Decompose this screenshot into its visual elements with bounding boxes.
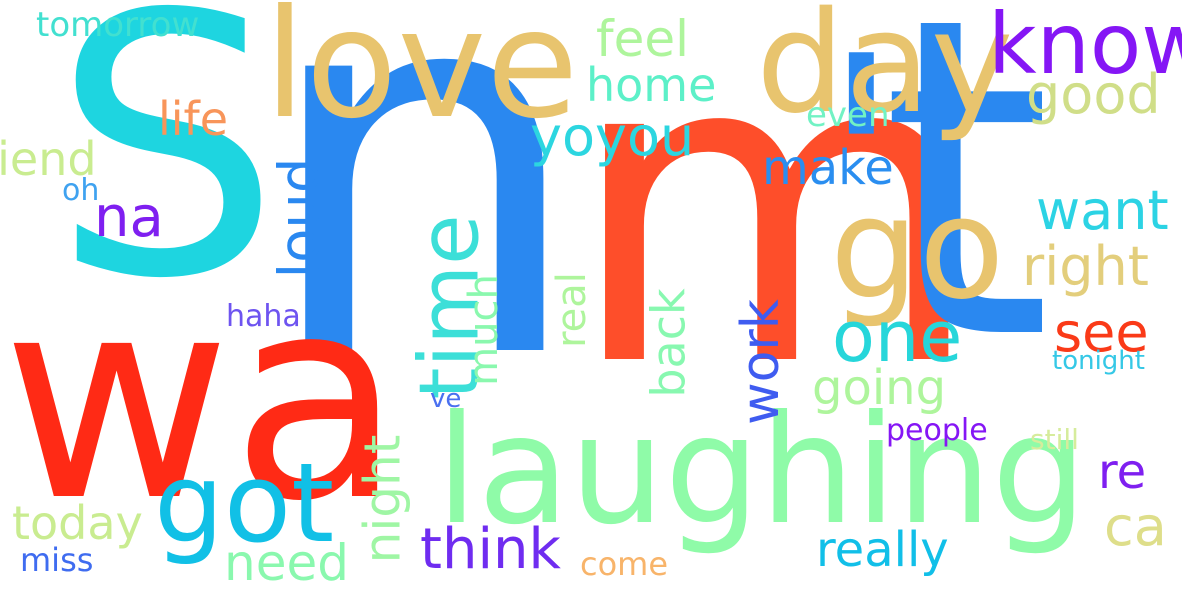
word-got: got — [154, 439, 335, 567]
word-come: come — [580, 545, 669, 583]
word-haha: haha — [226, 299, 301, 334]
word-one: one — [832, 296, 963, 378]
word-right: right — [1022, 235, 1149, 298]
word-day: day — [756, 0, 1014, 145]
word-real: real — [548, 272, 595, 348]
word-s: S — [52, 0, 281, 357]
word-today: today — [12, 496, 143, 550]
word-love: love — [264, 0, 579, 152]
word-night: night — [353, 434, 412, 564]
word-n: n — [258, 0, 588, 473]
word-still: still — [1030, 423, 1079, 456]
word-know: know — [988, 0, 1182, 93]
word-back: back — [641, 288, 696, 398]
word-friend v: friend — [0, 132, 97, 186]
word-even: even — [806, 95, 890, 135]
word-work: work — [730, 299, 791, 425]
word-people: people — [886, 413, 988, 448]
word-wa: wa — [2, 237, 403, 563]
word-life: life — [158, 92, 229, 146]
word-miss: miss — [20, 541, 94, 579]
word-need: need — [224, 534, 349, 592]
word-good: good — [1026, 63, 1161, 126]
word-home: home — [586, 58, 717, 112]
word-really: really — [816, 522, 949, 578]
word-ve: ve — [430, 384, 462, 414]
word-loud: loud — [267, 157, 333, 279]
word-got-big: go — [830, 168, 1005, 331]
word-yoyou: yoyou — [530, 105, 695, 168]
word-much: much — [460, 274, 507, 386]
word-m: m — [566, 0, 985, 461]
word-tonight: tonight — [1052, 346, 1145, 376]
word-make: make — [762, 140, 894, 196]
word-laughing: laughing — [436, 384, 1087, 558]
word-think: think — [420, 517, 561, 582]
word-oh: oh — [62, 173, 100, 208]
word-see: see — [1054, 301, 1149, 364]
word-apostrophe: ' — [820, 0, 903, 342]
word-t: t — [880, 0, 1053, 436]
word-going: going — [812, 360, 947, 416]
word-tomorrow: tomorrow — [36, 5, 200, 45]
word-re: re — [1098, 444, 1147, 500]
word-na: na — [94, 185, 164, 250]
word-ca: ca — [1104, 495, 1167, 558]
word-feel: feel — [596, 10, 690, 68]
word-want: want — [1036, 179, 1169, 242]
